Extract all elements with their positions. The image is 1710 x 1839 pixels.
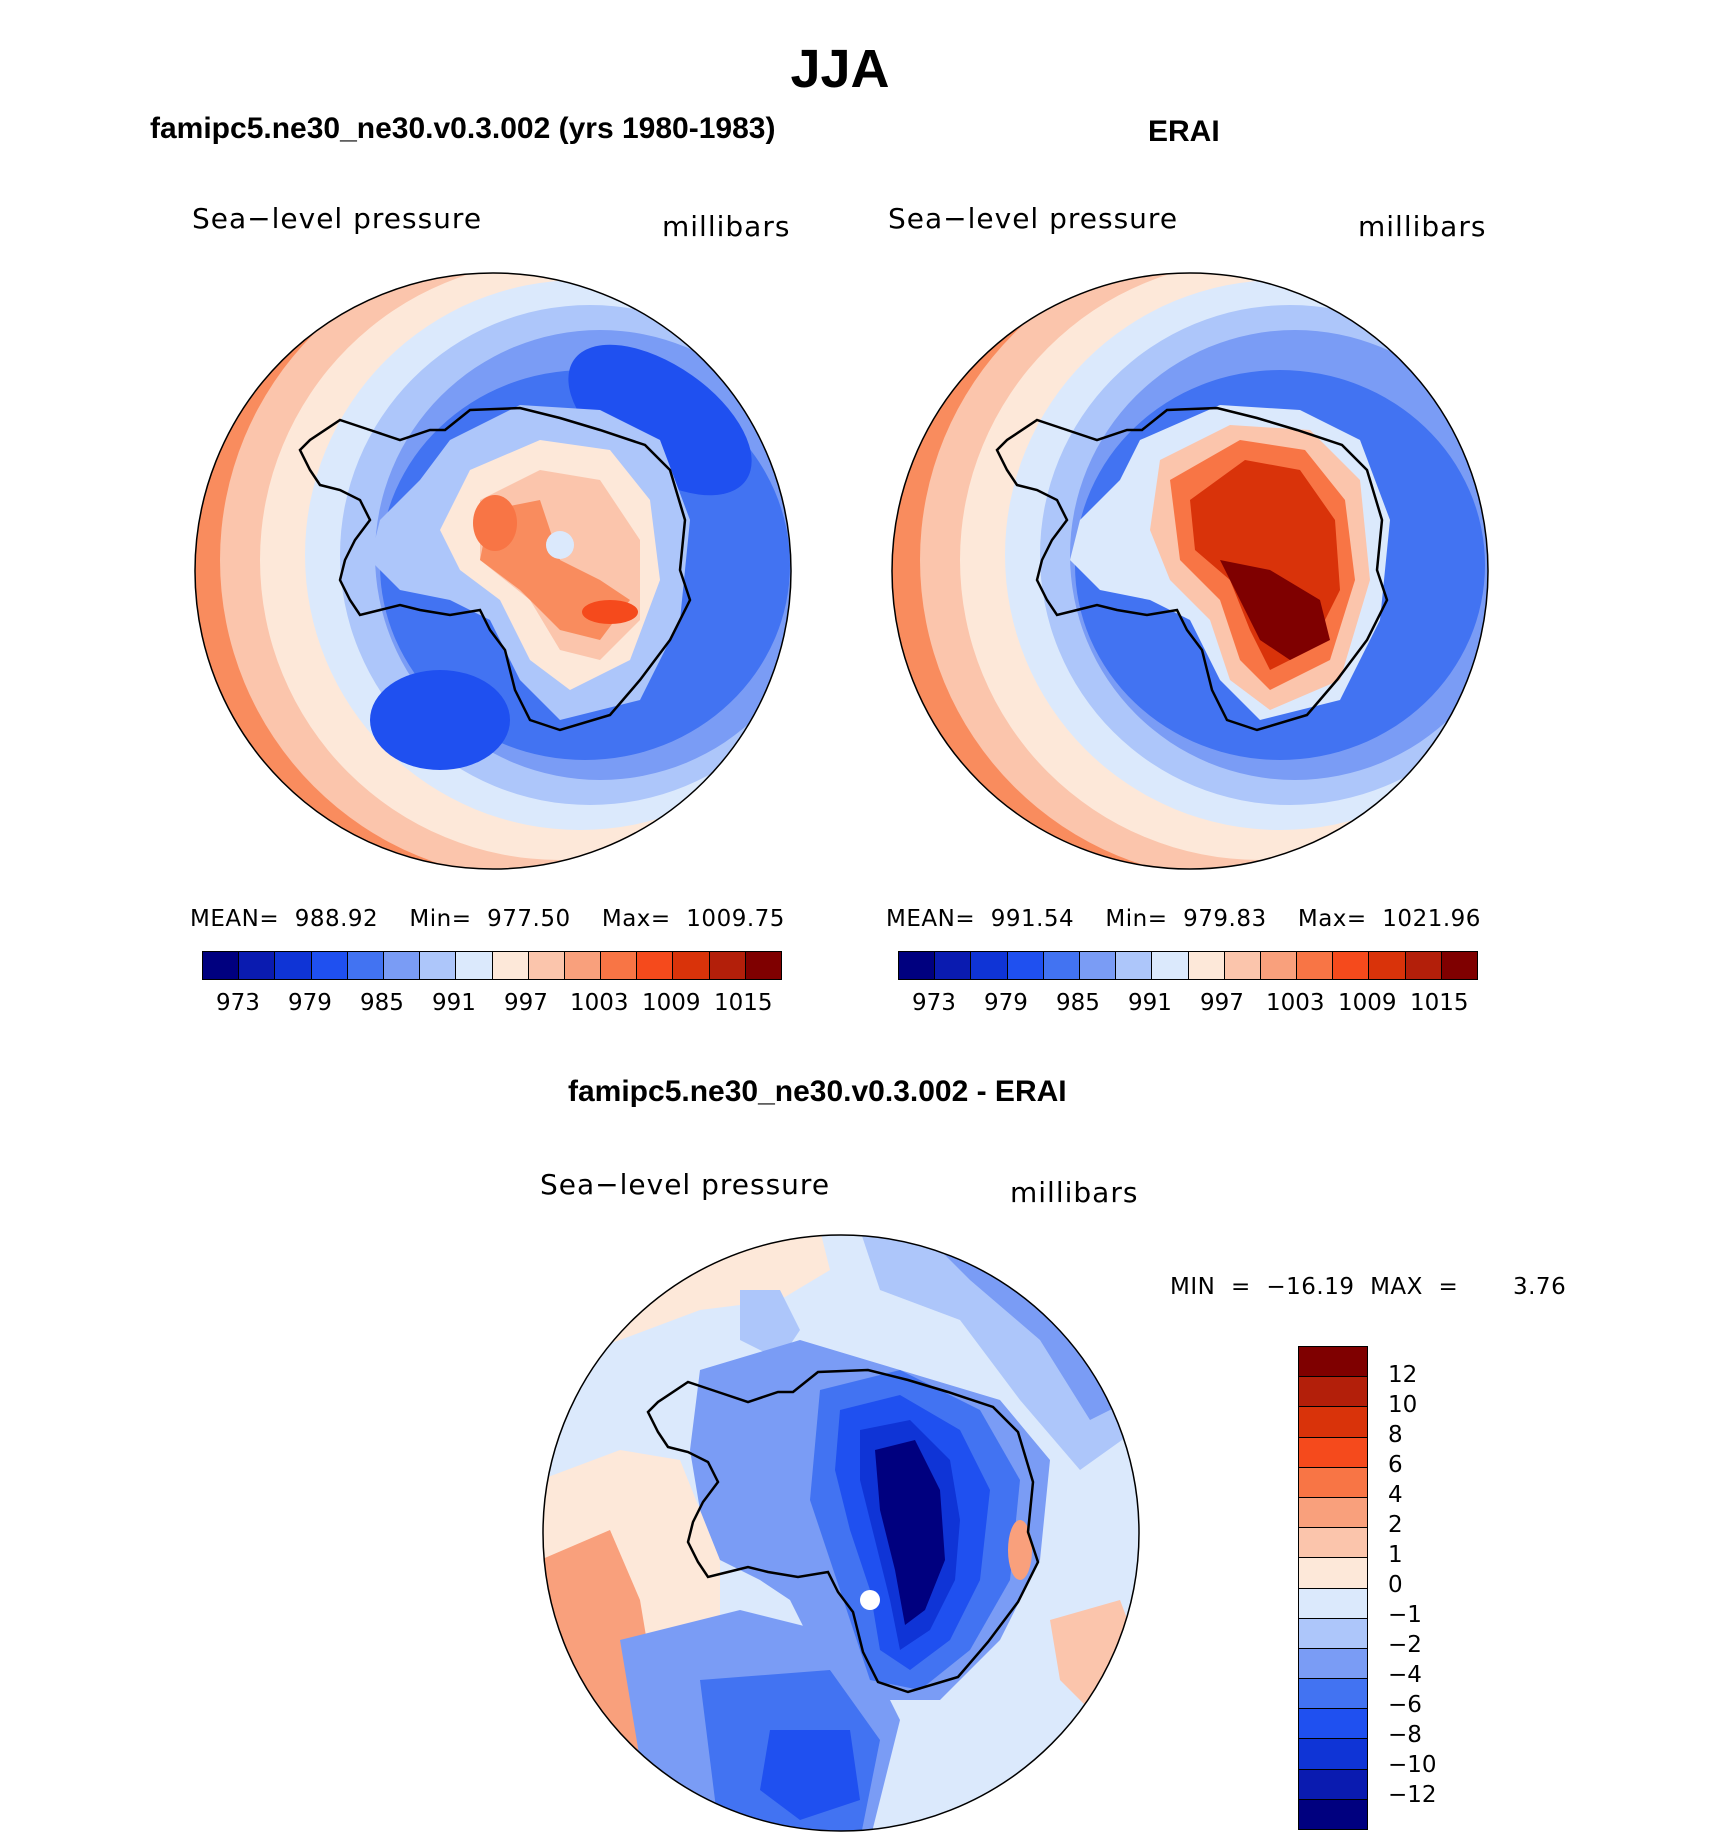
colorbar-tick: 1015 xyxy=(1410,990,1469,1016)
diff-units-label: millibars xyxy=(1010,1176,1139,1209)
colorbar-swatch xyxy=(1299,1558,1367,1589)
colorbar-swatch xyxy=(971,952,1008,979)
colorbar-tick: −2 xyxy=(1388,1632,1422,1658)
colorbar-swatch xyxy=(601,952,638,979)
colorbar-tick: −10 xyxy=(1388,1752,1437,1778)
erai-colorbar xyxy=(898,951,1478,980)
colorbar-swatch xyxy=(1260,952,1298,979)
colorbar-swatch xyxy=(1299,1739,1367,1770)
colorbar-tick: 10 xyxy=(1388,1392,1418,1418)
colorbar-tick: 979 xyxy=(288,990,332,1016)
colorbar-swatch xyxy=(1299,1437,1367,1468)
colorbar-swatch xyxy=(1188,952,1225,979)
colorbar-swatch xyxy=(1299,1377,1367,1408)
colorbar-swatch xyxy=(1299,1407,1367,1438)
colorbar-tick: 979 xyxy=(984,990,1028,1016)
page-title: JJA xyxy=(790,39,890,99)
colorbar-swatch xyxy=(492,952,529,979)
colorbar-swatch xyxy=(1299,1648,1367,1680)
colorbar-swatch xyxy=(1299,1347,1367,1378)
obs-units-label: millibars xyxy=(1358,210,1487,243)
colorbar-swatch xyxy=(1441,952,1477,979)
colorbar-swatch xyxy=(383,952,421,979)
colorbar-tick: 1009 xyxy=(1338,990,1397,1016)
colorbar-swatch xyxy=(1299,1618,1367,1649)
colorbar-swatch xyxy=(1299,1709,1367,1740)
colorbar-swatch xyxy=(1369,952,1406,979)
colorbar-tick: 997 xyxy=(504,990,548,1016)
colorbar-tick: 997 xyxy=(1200,990,1244,1016)
colorbar-swatch xyxy=(347,952,384,979)
colorbar-tick: 12 xyxy=(1388,1362,1418,1388)
colorbar-swatch xyxy=(673,952,710,979)
colorbar-swatch xyxy=(311,952,348,979)
colorbar-swatch xyxy=(1043,952,1080,979)
colorbar-swatch xyxy=(203,952,240,979)
model-stats: MEAN= 988.92 Min= 977.50 Max= 1009.75 xyxy=(190,906,785,932)
colorbar-tick: 4 xyxy=(1388,1482,1403,1508)
diff-colorbar xyxy=(1298,1346,1368,1830)
colorbar-tick: 991 xyxy=(432,990,476,1016)
colorbar-tick: 6 xyxy=(1388,1452,1403,1478)
colorbar-swatch xyxy=(709,952,746,979)
colorbar-swatch xyxy=(1224,952,1261,979)
diff-stats: MIN = −16.19 MAX = 3.76 xyxy=(1170,1274,1567,1300)
colorbar-swatch xyxy=(1299,1679,1367,1710)
colorbar-swatch xyxy=(1299,1467,1367,1498)
model-variable-label: Sea−level pressure xyxy=(192,202,483,235)
colorbar-swatch xyxy=(275,952,312,979)
colorbar-swatch xyxy=(1333,952,1370,979)
colorbar-tick: 985 xyxy=(1056,990,1100,1016)
colorbar-tick: 973 xyxy=(912,990,956,1016)
colorbar-swatch xyxy=(1299,1497,1367,1529)
colorbar-swatch xyxy=(564,952,602,979)
model-units-label: millibars xyxy=(662,210,791,243)
obs-panel-title: ERAI xyxy=(1148,115,1220,148)
colorbar-swatch xyxy=(1079,952,1117,979)
colorbar-tick: 985 xyxy=(360,990,404,1016)
colorbar-swatch xyxy=(899,952,936,979)
colorbar-tick: −4 xyxy=(1388,1662,1422,1688)
colorbar-swatch xyxy=(1152,952,1189,979)
colorbar-tick: −8 xyxy=(1388,1722,1422,1748)
colorbar-swatch xyxy=(239,952,276,979)
colorbar-tick: −6 xyxy=(1388,1692,1422,1718)
colorbar-swatch xyxy=(1299,1769,1367,1800)
colorbar-tick: 8 xyxy=(1388,1422,1403,1448)
colorbar-tick: 1003 xyxy=(1266,990,1325,1016)
diff-variable-label: Sea−level pressure xyxy=(540,1168,831,1201)
erai-stats: MEAN= 991.54 Min= 979.83 Max= 1021.96 xyxy=(886,906,1481,932)
colorbar-tick: 1003 xyxy=(570,990,629,1016)
colorbar-swatch xyxy=(528,952,565,979)
colorbar-swatch xyxy=(1116,952,1153,979)
colorbar-tick: 0 xyxy=(1388,1572,1403,1598)
colorbar-tick: 1015 xyxy=(714,990,773,1016)
colorbar-swatch xyxy=(1299,1588,1367,1619)
colorbar-swatch xyxy=(1299,1799,1367,1829)
colorbar-tick: 1 xyxy=(1388,1542,1403,1568)
colorbar-swatch xyxy=(935,952,972,979)
colorbar-swatch xyxy=(637,952,674,979)
colorbar-swatch xyxy=(1297,952,1334,979)
model-colorbar xyxy=(202,951,782,980)
diff-panel-title: famipc5.ne30_ne30.v0.3.002 - ERAI xyxy=(568,1075,1067,1108)
colorbar-tick: 1009 xyxy=(642,990,701,1016)
colorbar-tick: −1 xyxy=(1388,1602,1422,1628)
colorbar-swatch xyxy=(456,952,493,979)
colorbar-tick: −12 xyxy=(1388,1782,1437,1808)
colorbar-tick: 973 xyxy=(216,990,260,1016)
colorbar-tick: 2 xyxy=(1388,1512,1403,1538)
obs-variable-label: Sea−level pressure xyxy=(888,202,1179,235)
colorbar-swatch xyxy=(1405,952,1442,979)
colorbar-swatch xyxy=(745,952,781,979)
colorbar-swatch xyxy=(420,952,457,979)
colorbar-tick: 991 xyxy=(1128,990,1172,1016)
model-panel-title: famipc5.ne30_ne30.v0.3.002 (yrs 1980-198… xyxy=(150,112,776,145)
colorbar-swatch xyxy=(1007,952,1044,979)
colorbar-swatch xyxy=(1299,1528,1367,1559)
